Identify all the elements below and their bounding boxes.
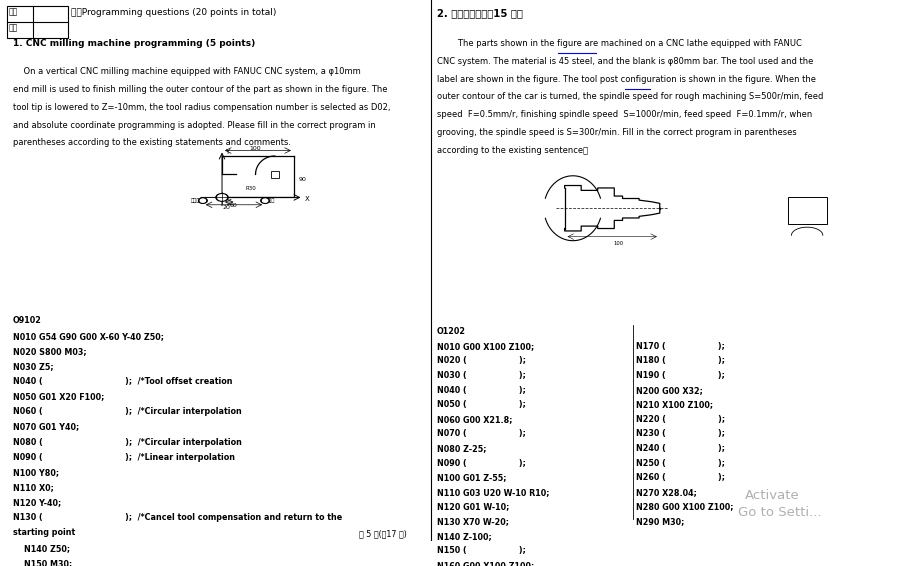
Text: N010 G54 G90 G00 X-60 Y-40 Z50;: N010 G54 G90 G00 X-60 Y-40 Z50; [13,332,164,341]
Text: N270 X28.04;: N270 X28.04; [636,488,697,497]
Text: N130 (                              );  /*Cancel tool compensation and return to: N130 ( ); /*Cancel tool compensation and… [13,513,342,522]
Text: according to the existing sentence。: according to the existing sentence。 [437,146,589,155]
Text: O9102: O9102 [13,316,42,325]
Text: 100: 100 [249,146,261,151]
Text: 60: 60 [230,203,238,208]
Text: 2. 数控车床编程（15 分）: 2. 数控车床编程（15 分） [437,8,523,18]
Circle shape [261,198,269,203]
Text: N040 (                   );: N040 ( ); [437,385,526,395]
Text: 20: 20 [223,205,230,210]
Text: N050 G01 X20 F100;: N050 G01 X20 F100; [13,392,104,401]
Text: N150 M30;: N150 M30; [13,559,73,566]
Text: The parts shown in the figure are machined on a CNC lathe equipped with FANUC: The parts shown in the figure are machin… [437,39,802,48]
Text: N070 (                   );: N070 ( ); [437,430,526,439]
Text: 起刀点: 起刀点 [190,198,200,203]
Text: N180 (                   );: N180 ( ); [636,357,725,366]
Text: Activate: Activate [745,490,799,503]
Text: N150 (                   );: N150 ( ); [437,546,526,555]
Text: label are shown in the figure. The tool post configuration is shown in the figur: label are shown in the figure. The tool … [437,75,816,84]
Circle shape [218,195,227,200]
Text: N030 (                   );: N030 ( ); [437,371,526,380]
Text: N040 (                              );  /*Tool offset creation: N040 ( ); /*Tool offset creation [13,377,232,386]
Text: N240 (                   );: N240 ( ); [636,444,725,453]
Text: N120 G01 W-10;: N120 G01 W-10; [437,503,510,512]
Circle shape [199,198,207,203]
Text: N060 (                              );  /*Circular interpolation: N060 ( ); /*Circular interpolation [13,408,242,416]
FancyBboxPatch shape [788,198,827,225]
Text: N170 (                   );: N170 ( ); [636,342,725,351]
Text: Y: Y [225,149,229,155]
Text: N080 Z-25;: N080 Z-25; [437,444,486,453]
Text: N060 G00 X21.8;: N060 G00 X21.8; [437,415,512,424]
Text: N140 Z-100;: N140 Z-100; [437,531,492,541]
Text: N200 G00 X32;: N200 G00 X32; [636,385,703,395]
Text: starting point: starting point [13,529,75,538]
Circle shape [216,194,229,201]
Text: N120 Y-40;: N120 Y-40; [13,498,62,507]
Text: 90: 90 [298,177,307,182]
Text: R30: R30 [246,186,257,191]
Text: and absolute coordinate programming is adopted. Please fill in the correct progr: and absolute coordinate programming is a… [13,121,375,130]
Circle shape [262,199,268,202]
Text: N190 (                   );: N190 ( ); [636,371,725,380]
Text: grooving, the spindle speed is S=300r/min. Fill in the correct program in parent: grooving, the spindle speed is S=300r/mi… [437,128,797,137]
Text: 第 5 页(共17 页): 第 5 页(共17 页) [359,529,407,538]
Text: 100: 100 [613,241,623,246]
Text: end mill is used to finish milling the outer contour of the part as shown in the: end mill is used to finish milling the o… [13,85,387,94]
Text: N260 (                   );: N260 ( ); [636,473,725,482]
Text: 分数: 分数 [9,7,18,16]
Text: X: X [305,196,309,202]
Text: N010 G00 X100 Z100;: N010 G00 X100 Z100; [437,342,534,351]
FancyBboxPatch shape [7,6,68,38]
Text: N110 X0;: N110 X0; [13,483,54,492]
Text: tool tip is lowered to Z=-10mm, the tool radius compensation number is selected : tool tip is lowered to Z=-10mm, the tool… [13,103,391,112]
Text: 退刀点: 退刀点 [266,198,276,203]
Text: On a vertical CNC milling machine equipped with FANUC CNC system, a φ10mm: On a vertical CNC milling machine equipp… [13,67,361,76]
Text: N140 Z50;: N140 Z50; [13,543,70,552]
Circle shape [200,199,206,202]
Text: parentheses according to the existing statements and comments.: parentheses according to the existing st… [13,139,291,148]
Text: 二、Programming questions (20 points in total): 二、Programming questions (20 points in to… [72,8,277,17]
Text: N020 S800 M03;: N020 S800 M03; [13,347,87,355]
Text: N130 X70 W-20;: N130 X70 W-20; [437,517,509,526]
Text: N090 (                              );  /*Linear interpolation: N090 ( ); /*Linear interpolation [13,453,235,462]
Text: speed  F=0.5mm/r, finishing spindle speed  S=1000r/min, feed speed  F=0.1mm/r, w: speed F=0.5mm/r, finishing spindle speed… [437,110,813,119]
Text: N110 G03 U20 W-10 R10;: N110 G03 U20 W-10 R10; [437,488,550,497]
Text: N210 X100 Z100;: N210 X100 Z100; [636,400,713,409]
Text: outer contour of the car is turned, the spindle speed for rough machining S=500r: outer contour of the car is turned, the … [437,92,824,101]
Text: N290 M30;: N290 M30; [636,517,684,526]
Text: CNC system. The material is 45 steel, and the blank is φ80mm bar. The tool used : CNC system. The material is 45 steel, an… [437,57,814,66]
Text: 得分: 得分 [9,23,18,32]
Text: N100 G01 Z-55;: N100 G01 Z-55; [437,473,507,482]
Text: N070 G01 Y40;: N070 G01 Y40; [13,422,79,431]
Text: N020 (                   );: N020 ( ); [437,357,526,366]
Text: N090 (                   );: N090 ( ); [437,458,526,468]
Text: N250 (                   );: N250 ( ); [636,458,725,468]
Text: N030 Z5;: N030 Z5; [13,362,54,371]
Text: N100 Y80;: N100 Y80; [13,468,59,477]
Text: N280 G00 X100 Z100;: N280 G00 X100 Z100; [636,503,733,512]
Text: N050 (                   );: N050 ( ); [437,400,526,409]
Text: N080 (                              );  /*Circular interpolation: N080 ( ); /*Circular interpolation [13,438,242,447]
Bar [271,171,278,178]
Text: Go to Setti...: Go to Setti... [738,505,822,518]
Text: O1202: O1202 [437,327,466,336]
Text: N230 (                   );: N230 ( ); [636,430,725,439]
Text: 1. CNC milling machine programming (5 points): 1. CNC milling machine programming (5 po… [13,39,255,48]
Text: N220 (                   );: N220 ( ); [636,415,725,424]
Text: N160 G00 X100 Z100;: N160 G00 X100 Z100; [437,561,534,566]
